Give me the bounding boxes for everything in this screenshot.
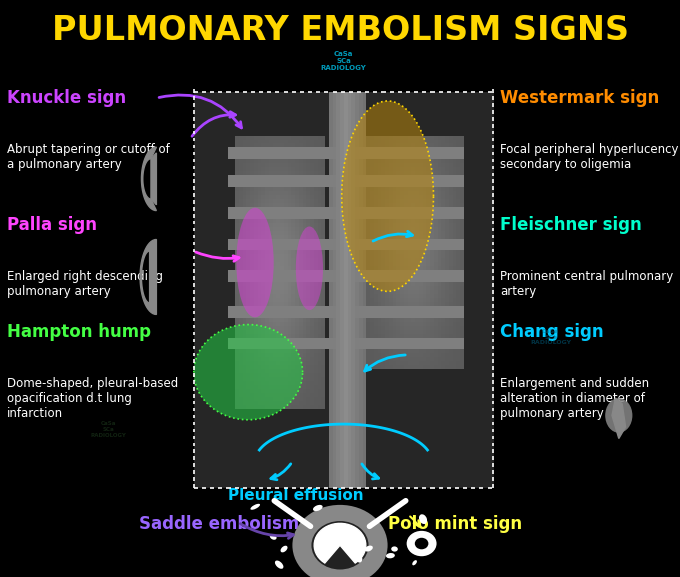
Polygon shape	[612, 398, 626, 439]
Text: Fleischner sign: Fleischner sign	[500, 216, 641, 234]
Circle shape	[415, 538, 428, 549]
Ellipse shape	[364, 546, 373, 552]
Ellipse shape	[356, 554, 362, 561]
Text: Enlarged right descending
pulmonary artery: Enlarged right descending pulmonary arte…	[7, 270, 163, 298]
Ellipse shape	[341, 101, 434, 291]
Ellipse shape	[391, 546, 398, 552]
Text: Polo mint sign: Polo mint sign	[388, 515, 522, 533]
Ellipse shape	[419, 514, 427, 524]
Circle shape	[292, 505, 388, 577]
Polygon shape	[151, 153, 156, 205]
Ellipse shape	[194, 324, 303, 420]
Bar	[194, 92, 493, 488]
Text: Dome-shaped, pleural-based
opacification d.t lung
infarction: Dome-shaped, pleural-based opacification…	[7, 377, 178, 420]
Ellipse shape	[386, 553, 395, 559]
Text: CaSa
SCa
RADIOLOGY: CaSa SCa RADIOLOGY	[530, 329, 571, 346]
Ellipse shape	[313, 505, 322, 511]
Polygon shape	[140, 239, 156, 314]
Text: Palla sign: Palla sign	[7, 216, 97, 234]
Ellipse shape	[281, 546, 288, 552]
Polygon shape	[141, 147, 156, 211]
Ellipse shape	[270, 534, 277, 539]
Text: Prominent central pulmonary
artery: Prominent central pulmonary artery	[500, 270, 673, 298]
Ellipse shape	[275, 560, 284, 569]
Ellipse shape	[296, 227, 323, 310]
Polygon shape	[150, 239, 156, 314]
Text: Knuckle sign: Knuckle sign	[7, 89, 126, 107]
Ellipse shape	[412, 560, 417, 565]
Text: Pleural effusion: Pleural effusion	[228, 488, 364, 503]
FancyArrowPatch shape	[369, 501, 406, 526]
Circle shape	[311, 521, 369, 569]
Text: Enlargement and sudden
alteration in diameter of
pulmonary artery: Enlargement and sudden alteration in dia…	[500, 377, 649, 420]
Ellipse shape	[357, 556, 362, 563]
Text: Saddle embolism: Saddle embolism	[139, 515, 300, 533]
Text: Chang sign: Chang sign	[500, 323, 603, 341]
Text: CaSa
SCa
RADIOLOGY: CaSa SCa RADIOLOGY	[320, 51, 367, 71]
Text: Westermark sign: Westermark sign	[500, 89, 659, 107]
Circle shape	[407, 531, 437, 556]
FancyArrowPatch shape	[274, 501, 311, 526]
Text: Hampton hump: Hampton hump	[7, 323, 151, 341]
Ellipse shape	[237, 208, 273, 317]
Text: Abrupt tapering or cutoff of
a pulmonary artery: Abrupt tapering or cutoff of a pulmonary…	[7, 143, 169, 171]
Ellipse shape	[250, 504, 260, 509]
Text: Focal peripheral hyperlucency
secondary to oligemia: Focal peripheral hyperlucency secondary …	[500, 143, 678, 171]
Polygon shape	[314, 523, 366, 563]
Text: PULMONARY EMBOLISM SIGNS: PULMONARY EMBOLISM SIGNS	[52, 14, 628, 47]
Text: CaSa
SCa
RADIOLOGY: CaSa SCa RADIOLOGY	[91, 421, 126, 438]
Ellipse shape	[605, 398, 632, 433]
